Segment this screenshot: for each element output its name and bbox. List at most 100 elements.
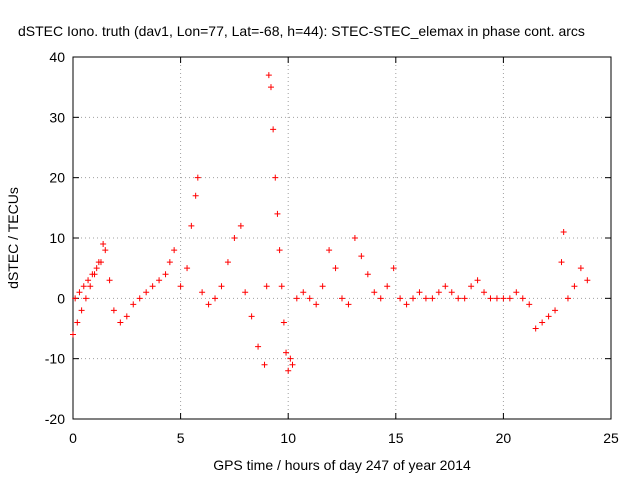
data-point [481,289,488,296]
data-point [539,319,546,326]
data-point [93,265,100,272]
data-point [403,301,410,308]
data-point [166,259,173,266]
data-point [429,295,436,302]
data-point [263,283,270,290]
data-point [274,210,281,217]
data-point [270,126,277,133]
data-point [130,301,137,308]
data-point [364,271,371,278]
data-point [82,295,89,302]
x-tick-label: 20 [496,430,512,446]
data-point [532,325,539,332]
data-point [513,289,520,296]
data-point [184,265,191,272]
y-tick-label: 10 [49,230,65,246]
x-tick-label: 5 [177,430,185,446]
data-point [162,271,169,278]
data-point [106,277,113,284]
data-point [272,174,279,181]
data-point [545,313,552,320]
data-point [390,265,397,272]
data-point [289,361,296,368]
x-tick-label: 0 [69,430,77,446]
data-point [442,283,449,290]
x-tick-label: 15 [388,430,404,446]
x-tick-label: 25 [603,430,619,446]
data-point [70,331,76,338]
data-point [205,301,212,308]
y-tick-label: 30 [49,109,65,125]
data-point [261,361,268,368]
data-point [136,295,143,302]
data-point [500,295,507,302]
data-point [410,295,417,302]
data-point [188,222,195,229]
data-point [199,289,206,296]
data-point [461,295,468,302]
data-point [560,228,567,235]
data-point [487,295,494,302]
y-tick-label: -10 [45,351,65,367]
y-tick-label: 40 [49,49,65,65]
data-point [558,259,565,266]
data-point [306,295,313,302]
data-points [70,72,591,374]
data-point [149,283,156,290]
data-point [468,283,475,290]
data-point [571,283,578,290]
data-point [293,295,300,302]
data-point [231,235,238,241]
data-point [276,247,283,254]
data-point [448,289,455,296]
x-tick-label: 10 [280,430,296,446]
data-point [72,295,79,302]
data-point [577,265,584,272]
data-point [192,192,199,199]
data-point [345,301,352,308]
data-point [474,277,481,284]
y-tick-label: 20 [49,170,65,186]
data-point [194,174,201,181]
data-point [255,343,262,350]
data-point [123,313,130,320]
grid [73,57,611,419]
data-point [218,283,225,290]
data-point [519,295,526,302]
data-point [267,84,274,91]
data-point [100,241,107,248]
y-tick-label: -20 [45,411,65,427]
data-point [102,247,109,254]
data-point [248,313,255,320]
data-point [265,72,272,79]
data-point [283,349,290,356]
data-point [87,283,94,290]
data-point [285,367,292,374]
data-point [552,307,559,314]
data-point [278,283,285,290]
data-point [97,259,104,266]
data-point [171,247,178,254]
data-point [177,283,184,290]
data-point [384,283,391,290]
data-point [89,271,96,278]
data-point [326,247,333,254]
data-point [435,289,442,296]
data-point [332,265,339,272]
data-point [110,307,117,314]
data-point [212,295,219,302]
data-point [242,289,249,296]
data-point [85,277,92,284]
data-point [80,283,87,290]
data-point [313,301,320,308]
data-point [506,295,513,302]
x-axis-label: GPS time / hours of day 247 of year 2014 [213,457,471,473]
data-point [371,289,378,296]
data-point [117,319,124,326]
data-point [526,301,533,308]
data-point [280,319,287,326]
data-point [156,277,163,284]
data-point [287,355,294,362]
data-point [224,259,231,266]
